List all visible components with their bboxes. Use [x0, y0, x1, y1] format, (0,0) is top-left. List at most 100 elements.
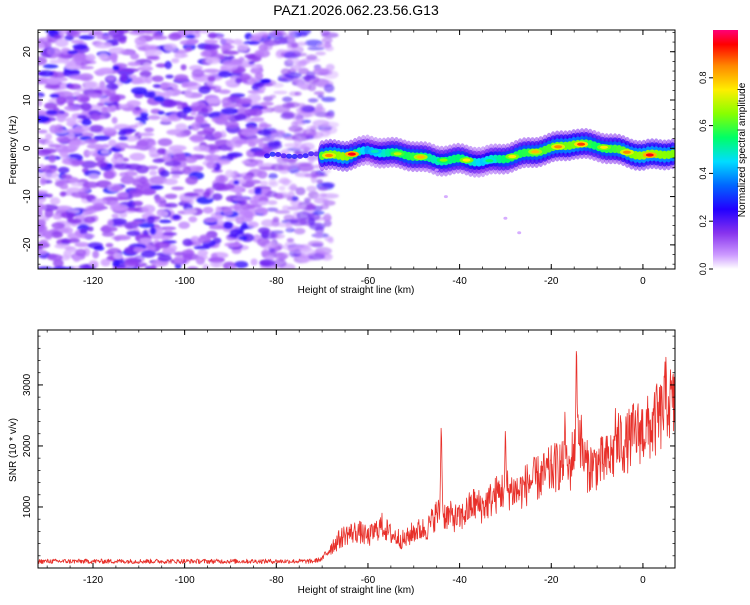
- spectrogram-cell: [190, 111, 197, 116]
- spectrogram-cell: [140, 184, 153, 192]
- spectrogram-cell: [202, 263, 209, 269]
- spectrogram-cell: [132, 200, 144, 207]
- x-tick-label: 0: [640, 276, 646, 287]
- spectrogram-cell: [168, 32, 182, 41]
- spectrogram-cell: [88, 204, 106, 211]
- spectrogram-cell: [75, 248, 87, 257]
- colorbar-tick-label: 0.0: [698, 263, 708, 276]
- colorbar-tick-label: 0.4: [698, 167, 708, 180]
- snr-plot-area: [38, 330, 675, 568]
- spectrogram-cell: [108, 139, 117, 147]
- spectrogram-cell: [317, 94, 324, 99]
- spectrogram-cell: [131, 87, 148, 95]
- spectrogram-cell: [225, 79, 237, 86]
- spectrogram-cell: [211, 193, 223, 201]
- spectrogram-cell: [119, 212, 128, 218]
- spectrogram-cell: [144, 49, 163, 56]
- spectrogram-cell: [288, 158, 297, 165]
- spectrogram-cell: [122, 68, 139, 73]
- spectrogram-cell: [300, 142, 315, 151]
- spectrogram-cell: [184, 208, 197, 215]
- spectrogram-cell: [270, 230, 284, 234]
- x-tick-label: -40: [452, 276, 467, 287]
- spectrogram-cell: [59, 191, 67, 197]
- snr-frame: [37, 329, 676, 569]
- y-tick-label: -20: [22, 237, 33, 252]
- spectrogram-cell: [52, 213, 63, 220]
- spectrogram-cell: [116, 157, 124, 164]
- spectrogram-cell: [90, 113, 101, 121]
- spectrogram-cell: [288, 125, 303, 132]
- spectrogram-cell: [171, 58, 180, 64]
- spectrogram-cell: [112, 65, 120, 71]
- spectrogram-cell: [157, 138, 173, 147]
- spectrogram-cell: [126, 230, 141, 237]
- spectrogram-cell: [159, 170, 170, 178]
- spectrogram-cell: [77, 65, 94, 70]
- spectrogram-cell: [233, 108, 250, 115]
- spectrogram-cell: [185, 34, 196, 39]
- spectrogram-cell: [149, 184, 164, 190]
- spectrogram-cell: [244, 204, 262, 209]
- spectrogram-cell: [315, 247, 332, 255]
- spectrogram-cell: [152, 158, 165, 163]
- spectrogram-cell: [250, 258, 258, 266]
- spectrogram-cell: [88, 260, 99, 267]
- spectrogram-cell: [142, 30, 157, 35]
- spectrogram-cell: [202, 191, 211, 198]
- spectrogram-cell: [105, 83, 119, 90]
- spectrogram-cell: [223, 208, 233, 216]
- spectrogram-cell: [49, 93, 60, 98]
- spectrogram-cell: [241, 160, 251, 165]
- spectrogram-cell: [248, 162, 257, 168]
- spectrogram-cell: [243, 40, 261, 45]
- spectrogram-cell: [180, 64, 187, 71]
- spectrogram-cell: [52, 266, 69, 269]
- spectrogram-cell: [126, 145, 145, 150]
- spectrogram-cell: [63, 227, 74, 235]
- spectrogram-cell: [286, 101, 300, 108]
- spectrogram-cell: [38, 56, 48, 66]
- spectrogram-cell: [85, 53, 96, 62]
- spectrogram-cell: [218, 183, 235, 190]
- spectrogram-cell: [175, 123, 188, 131]
- spectrogram-cell: [206, 97, 222, 105]
- y-tick-label: 10: [22, 94, 33, 106]
- spectrogram-cell: [199, 234, 212, 239]
- spectrogram-cell: [202, 206, 214, 214]
- y-tick-label: 1000: [22, 495, 33, 518]
- spectrogram-cell: [160, 82, 171, 86]
- spectrogram-cell: [116, 192, 129, 199]
- spectrogram-cell: [554, 145, 563, 149]
- spectrogram-cell: [293, 137, 302, 146]
- spectrogram-cell: [69, 141, 80, 150]
- spectrogram-cell: [278, 185, 286, 191]
- spectrogram-cell: [208, 225, 227, 230]
- spectrogram-cell: [313, 91, 325, 96]
- spectrogram-cell: [228, 55, 235, 60]
- spectrogram-cell: [261, 34, 268, 39]
- x-tick-label: 0: [640, 575, 646, 586]
- spectrogram-cell: [93, 246, 105, 251]
- spectrogram-cell: [313, 194, 325, 201]
- spectrogram-cell: [171, 174, 181, 179]
- x-tick-label: -120: [83, 575, 103, 586]
- spectrogram-cell: [49, 197, 61, 206]
- spectrogram-cell: [257, 163, 264, 168]
- spectrogram-cell: [49, 71, 67, 78]
- spectrogram-cell: [161, 247, 176, 255]
- spectrogram-cell: [110, 218, 127, 226]
- spectrogram-cell: [290, 64, 302, 72]
- spectrogram-cell: [485, 159, 494, 163]
- spectrogram-cell: [74, 242, 90, 248]
- spectrogram-cell: [66, 128, 85, 134]
- spectrogram-cell: [67, 83, 82, 90]
- spectrogram-cell: [86, 210, 97, 214]
- spectrogram-cell: [143, 62, 152, 68]
- spectrogram-cell: [59, 183, 69, 190]
- spectrogram-cell: [88, 124, 105, 133]
- spectrogram-y-label: Frequency (Hz): [8, 116, 19, 185]
- spectrogram-cell: [124, 135, 139, 142]
- spectrogram-cell: [268, 251, 285, 256]
